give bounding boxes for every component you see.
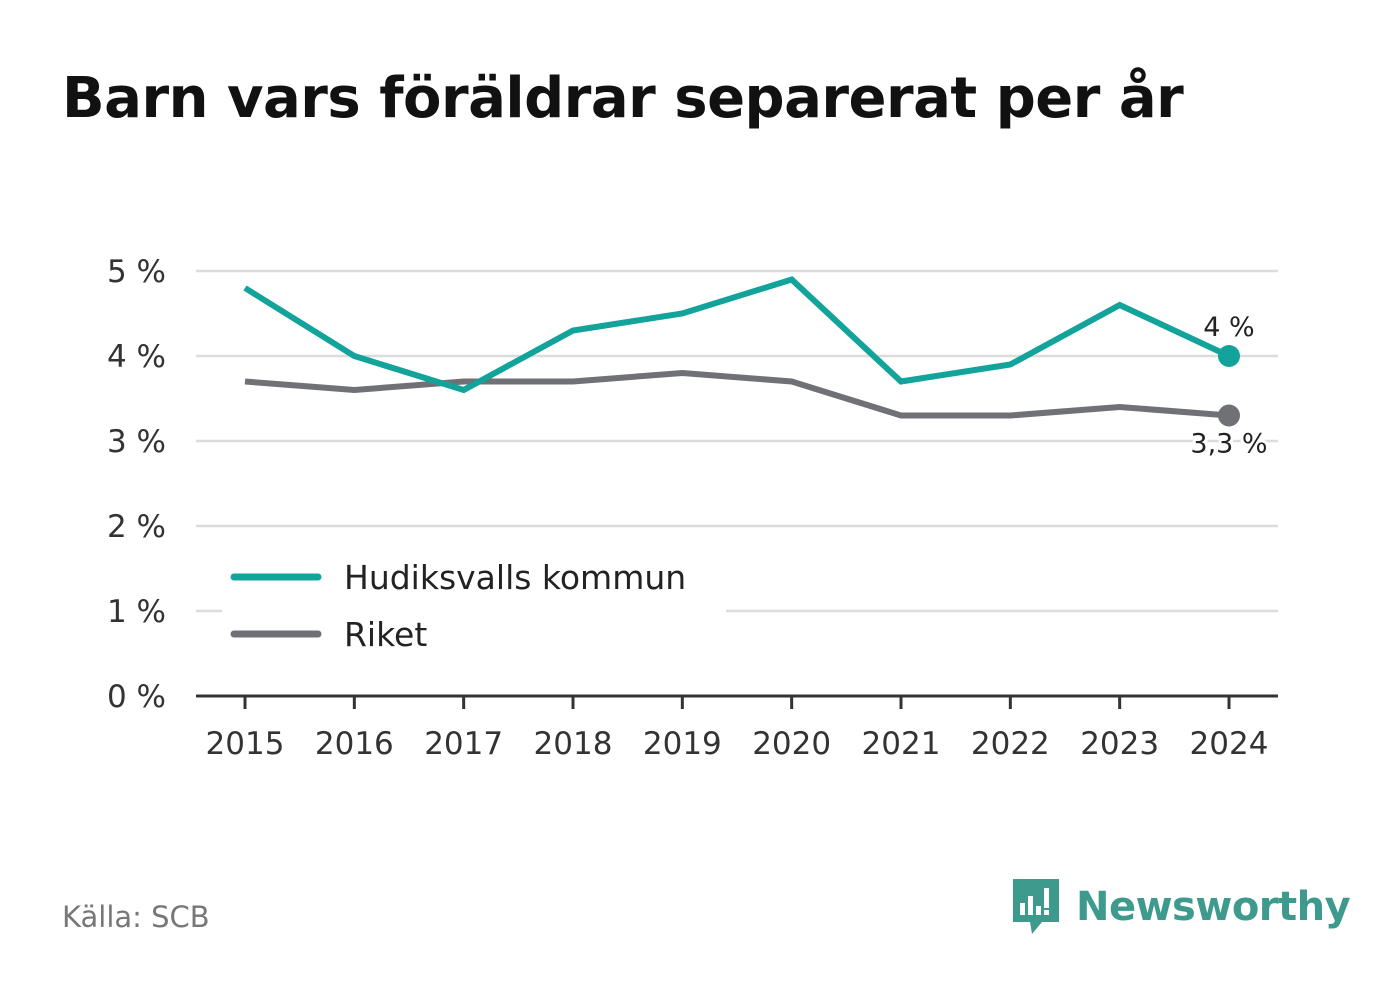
x-tick-label: 2021 xyxy=(862,726,941,762)
series-end-marker xyxy=(1218,404,1240,427)
legend: Hudiksvalls kommun Riket xyxy=(222,548,726,666)
end-value-label: 4 % xyxy=(1203,312,1254,343)
x-tick-label: 2022 xyxy=(971,726,1050,762)
x-tick-label: 2019 xyxy=(643,726,722,762)
x-tick-label: 2016 xyxy=(315,726,394,762)
end-value-label: 3,3 % xyxy=(1190,429,1267,460)
y-tick-label: 2 % xyxy=(107,509,166,545)
x-tick-label: 2023 xyxy=(1080,726,1159,762)
source-note: Källa: SCB xyxy=(62,900,210,934)
series-end-marker xyxy=(1218,345,1240,367)
legend-background xyxy=(222,548,726,666)
brand-logo: Newsworthy xyxy=(1010,876,1351,938)
x-tick-label: 2015 xyxy=(206,726,285,762)
series-line xyxy=(243,276,1231,394)
y-tick-label: 0 % xyxy=(107,679,166,715)
chart-title: Barn vars föräldrar separerat per år xyxy=(62,66,1184,131)
y-axis-ticks: 0 % 1 % 2 % 3 % 4 % 5 % xyxy=(107,254,166,715)
x-tick-label: 2017 xyxy=(424,726,503,762)
y-tick-label: 1 % xyxy=(107,594,166,630)
x-tick-label: 2020 xyxy=(752,726,831,762)
legend-label: Riket xyxy=(344,615,427,654)
newsworthy-logo-icon xyxy=(1013,879,1059,934)
x-tick-label: 2024 xyxy=(1190,726,1269,762)
x-axis-ticks: 2015 2016 2017 2018 2019 2020 2021 2022 2023 2024 xyxy=(206,696,1269,762)
y-tick-label: 3 % xyxy=(107,424,166,460)
y-tick-label: 5 % xyxy=(107,254,166,290)
end-labels: 4 % 3,3 % xyxy=(1187,309,1270,463)
brand-name: Newsworthy xyxy=(1076,884,1351,930)
x-tick-label: 2018 xyxy=(534,726,613,762)
series-lines xyxy=(243,276,1240,427)
legend-label: Hudiksvalls kommun xyxy=(344,558,686,597)
y-tick-label: 4 % xyxy=(107,339,166,375)
series-line xyxy=(244,369,1230,419)
